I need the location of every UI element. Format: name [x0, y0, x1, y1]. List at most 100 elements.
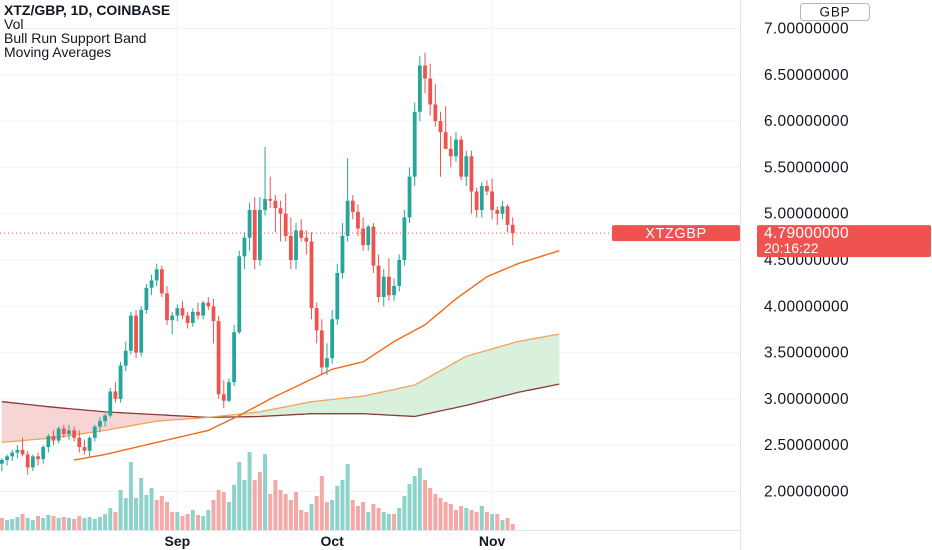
candle-body — [417, 65, 422, 112]
candle-body — [82, 447, 87, 451]
candle — [10, 449, 15, 461]
candle — [433, 84, 438, 127]
candle — [464, 150, 469, 186]
band-fill-segment — [553, 333, 560, 386]
candle — [387, 258, 391, 301]
price-tick-label: 6.50000000 — [764, 67, 849, 84]
candle — [407, 167, 412, 223]
candle-body — [387, 276, 391, 296]
volume-bar — [257, 472, 262, 530]
candle-body — [464, 156, 469, 177]
candle-body — [448, 148, 453, 157]
candle — [92, 424, 97, 442]
band-fill-segment — [486, 348, 493, 401]
volume-bar — [381, 512, 386, 530]
volume-bar — [5, 520, 10, 530]
candle-body — [319, 330, 324, 368]
band-fill-segment — [48, 406, 54, 439]
volume-bar — [10, 519, 15, 530]
band-fill-segment — [337, 398, 343, 414]
volume-bar — [108, 508, 113, 530]
volume-bar — [159, 496, 164, 530]
candle-body — [15, 449, 20, 453]
candle-body — [459, 139, 464, 177]
candle-body — [335, 272, 340, 320]
candle-body — [56, 428, 61, 441]
candle-body — [283, 213, 288, 236]
candle-body — [273, 200, 278, 209]
candle-body — [10, 452, 15, 457]
candle-body — [77, 437, 82, 448]
candle — [381, 269, 386, 307]
candle-body — [412, 111, 417, 177]
volume-bar — [113, 512, 118, 530]
candle-body — [221, 394, 226, 401]
band-fill-segment — [357, 395, 364, 414]
volume-bar — [87, 517, 92, 530]
candle — [108, 387, 113, 418]
candle — [319, 319, 324, 375]
band-fill-segment — [342, 397, 348, 414]
band-fill-segment — [120, 412, 126, 428]
band-fill-segment — [398, 386, 405, 417]
candle-body — [510, 224, 515, 234]
candle-body — [474, 191, 479, 210]
band-fill-segment — [130, 412, 137, 427]
band-fill-segment — [419, 378, 426, 416]
volume-bar — [490, 514, 495, 530]
volume-bar — [97, 517, 102, 530]
band-fill-segment — [471, 353, 477, 405]
volume-bar — [226, 502, 231, 530]
band-fill-segment — [414, 381, 421, 417]
volume-bar — [484, 512, 489, 530]
candle-body — [196, 311, 200, 316]
candle-body — [144, 287, 149, 311]
candle — [278, 200, 283, 242]
band-fill-segment — [32, 404, 39, 440]
candle — [448, 135, 453, 168]
price-tick-label: 3.00000000 — [764, 391, 849, 408]
candle — [129, 311, 133, 355]
time-axis-labels: Sep Oct Nov — [164, 533, 505, 549]
volume-bar — [428, 488, 433, 530]
candle-body — [170, 315, 175, 321]
candle — [201, 300, 206, 320]
band-fill-segment — [548, 334, 555, 387]
candle-body — [309, 241, 314, 309]
candle-body — [376, 265, 381, 298]
volume-bar — [474, 512, 479, 530]
candle-body — [505, 206, 510, 225]
band-fill-segment — [497, 345, 503, 398]
volume-bar — [278, 490, 283, 530]
band-fill-segment — [11, 402, 18, 442]
band-fill-segment — [481, 350, 488, 402]
candle — [170, 311, 175, 335]
volume-bar — [361, 502, 366, 530]
candle-body — [87, 437, 92, 451]
band-fill-segment — [362, 394, 369, 415]
candle-body — [25, 454, 30, 468]
current-price-box — [757, 225, 931, 258]
candle — [510, 217, 515, 246]
band-fill-segment — [435, 370, 441, 413]
band-fill-segment — [135, 413, 142, 426]
volume-bar — [36, 516, 41, 530]
candle-body — [154, 269, 159, 281]
volume-bar — [190, 510, 195, 530]
candle-body — [46, 435, 51, 448]
band-fill-segment — [476, 351, 483, 404]
candle — [20, 437, 25, 457]
currency-badge[interactable]: GBP — [800, 3, 870, 21]
candle-body — [211, 306, 216, 322]
candle — [180, 300, 185, 320]
band-fill-segment — [378, 391, 384, 416]
candle — [263, 147, 267, 216]
candle-body — [495, 209, 500, 214]
candle — [56, 426, 61, 444]
volume-bar — [443, 502, 448, 530]
candle-body — [190, 311, 195, 323]
time-tick-label: Oct — [320, 533, 344, 549]
candle — [72, 426, 77, 442]
band-fill-segment — [140, 413, 147, 425]
